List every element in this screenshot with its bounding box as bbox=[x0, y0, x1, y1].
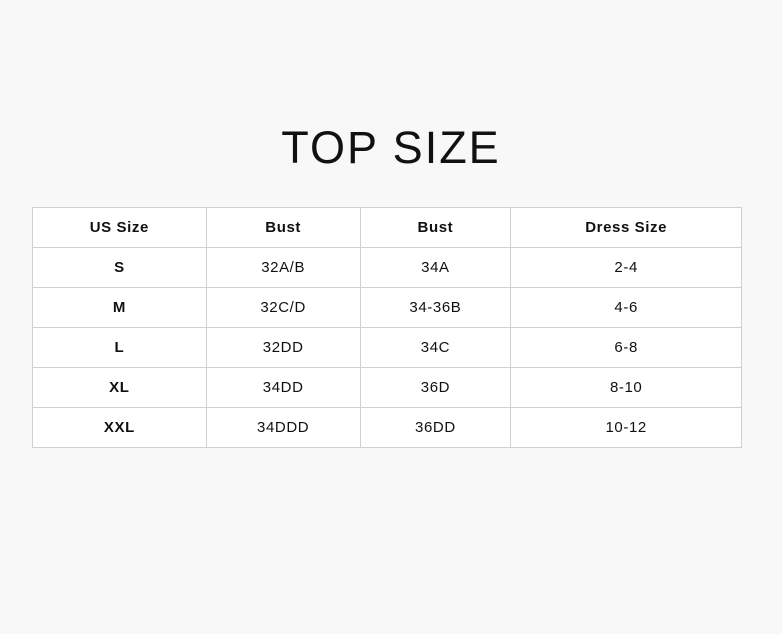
bust-cell: 34DD bbox=[205, 367, 361, 408]
page-title: TOP SIZE bbox=[281, 122, 501, 173]
size-table: US Size Bust Bust Dress Size S 32A/B 34A 2-… bbox=[32, 207, 742, 448]
us-size-cell: XL bbox=[32, 367, 207, 408]
header-bust: Bust bbox=[205, 207, 361, 248]
table-row: XXL 34DDD 36DD 10-12 bbox=[32, 407, 742, 448]
dress-size-cell: 4-6 bbox=[510, 287, 742, 328]
bust-cell: 32A/B bbox=[205, 247, 361, 288]
us-size-cell: M bbox=[32, 287, 207, 328]
bust-alt-cell: 36D bbox=[359, 367, 512, 408]
table-row: S 32A/B 34A 2-4 bbox=[32, 247, 742, 288]
bust-alt-cell: 34C bbox=[359, 327, 512, 368]
bust-cell: 34DDD bbox=[205, 407, 361, 448]
header-dress-size: Dress Size bbox=[510, 207, 742, 248]
dress-size-cell: 8-10 bbox=[510, 367, 742, 408]
dress-size-cell: 2-4 bbox=[510, 247, 742, 288]
table-row: XL 34DD 36D 8-10 bbox=[32, 367, 742, 408]
table-header-row: US Size Bust Bust Dress Size bbox=[32, 207, 742, 248]
bust-alt-cell: 34A bbox=[359, 247, 512, 288]
us-size-cell: L bbox=[32, 327, 207, 368]
bust-cell: 32C/D bbox=[205, 287, 361, 328]
dress-size-cell: 6-8 bbox=[510, 327, 742, 368]
bust-cell: 32DD bbox=[205, 327, 361, 368]
dress-size-cell: 10-12 bbox=[510, 407, 742, 448]
bust-alt-cell: 34-36B bbox=[359, 287, 512, 328]
us-size-cell: XXL bbox=[32, 407, 207, 448]
us-size-cell: S bbox=[32, 247, 207, 288]
header-us-size: US Size bbox=[32, 207, 207, 248]
bust-alt-cell: 36DD bbox=[359, 407, 512, 448]
table-row: M 32C/D 34-36B 4-6 bbox=[32, 287, 742, 328]
header-bust-alt: Bust bbox=[359, 207, 512, 248]
table-row: L 32DD 34C 6-8 bbox=[32, 327, 742, 368]
